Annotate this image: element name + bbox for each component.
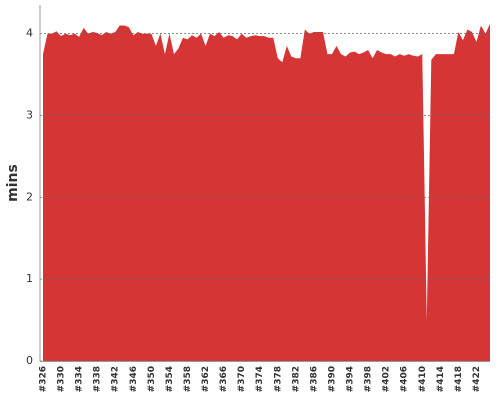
x-tick-label: #386 (309, 366, 319, 392)
area (43, 23, 490, 361)
x-tick-label: #418 (454, 366, 464, 392)
x-tick-label: #410 (418, 366, 428, 392)
x-tick-label: #358 (183, 366, 193, 392)
x-tick-label: #366 (219, 366, 229, 392)
x-tick-label: #374 (255, 366, 265, 392)
x-tick-label: #398 (364, 366, 374, 392)
x-tick-label: #334 (75, 366, 85, 392)
y-tick-label: 1 (26, 272, 33, 285)
x-tick-label: #342 (111, 366, 121, 392)
y-tick-label: 0 (26, 354, 33, 367)
x-tick-label: #394 (346, 366, 356, 392)
x-tick-label: #422 (472, 366, 482, 392)
x-tick-label: #390 (327, 366, 337, 392)
y-tick-label: 3 (26, 108, 33, 121)
y-tick-label: 2 (26, 190, 33, 203)
x-tick-label: #402 (382, 366, 392, 392)
x-tick-label: #414 (436, 366, 446, 392)
y-axis-label: mins (5, 164, 21, 202)
x-tick-label: #326 (39, 366, 49, 392)
x-tick-label: #406 (400, 366, 410, 392)
x-tick-label: #350 (147, 366, 157, 392)
x-tick-label: #378 (273, 366, 283, 392)
x-tick-label: #382 (291, 366, 301, 392)
x-tick-label: #354 (165, 366, 175, 392)
x-tick-label: #346 (129, 366, 139, 392)
y-tick-label: 4 (26, 27, 33, 40)
x-tick-label: #330 (57, 366, 67, 392)
x-tick-label: #370 (237, 366, 247, 392)
x-tick-label: #338 (93, 366, 103, 392)
x-tick-label: #362 (201, 366, 211, 392)
